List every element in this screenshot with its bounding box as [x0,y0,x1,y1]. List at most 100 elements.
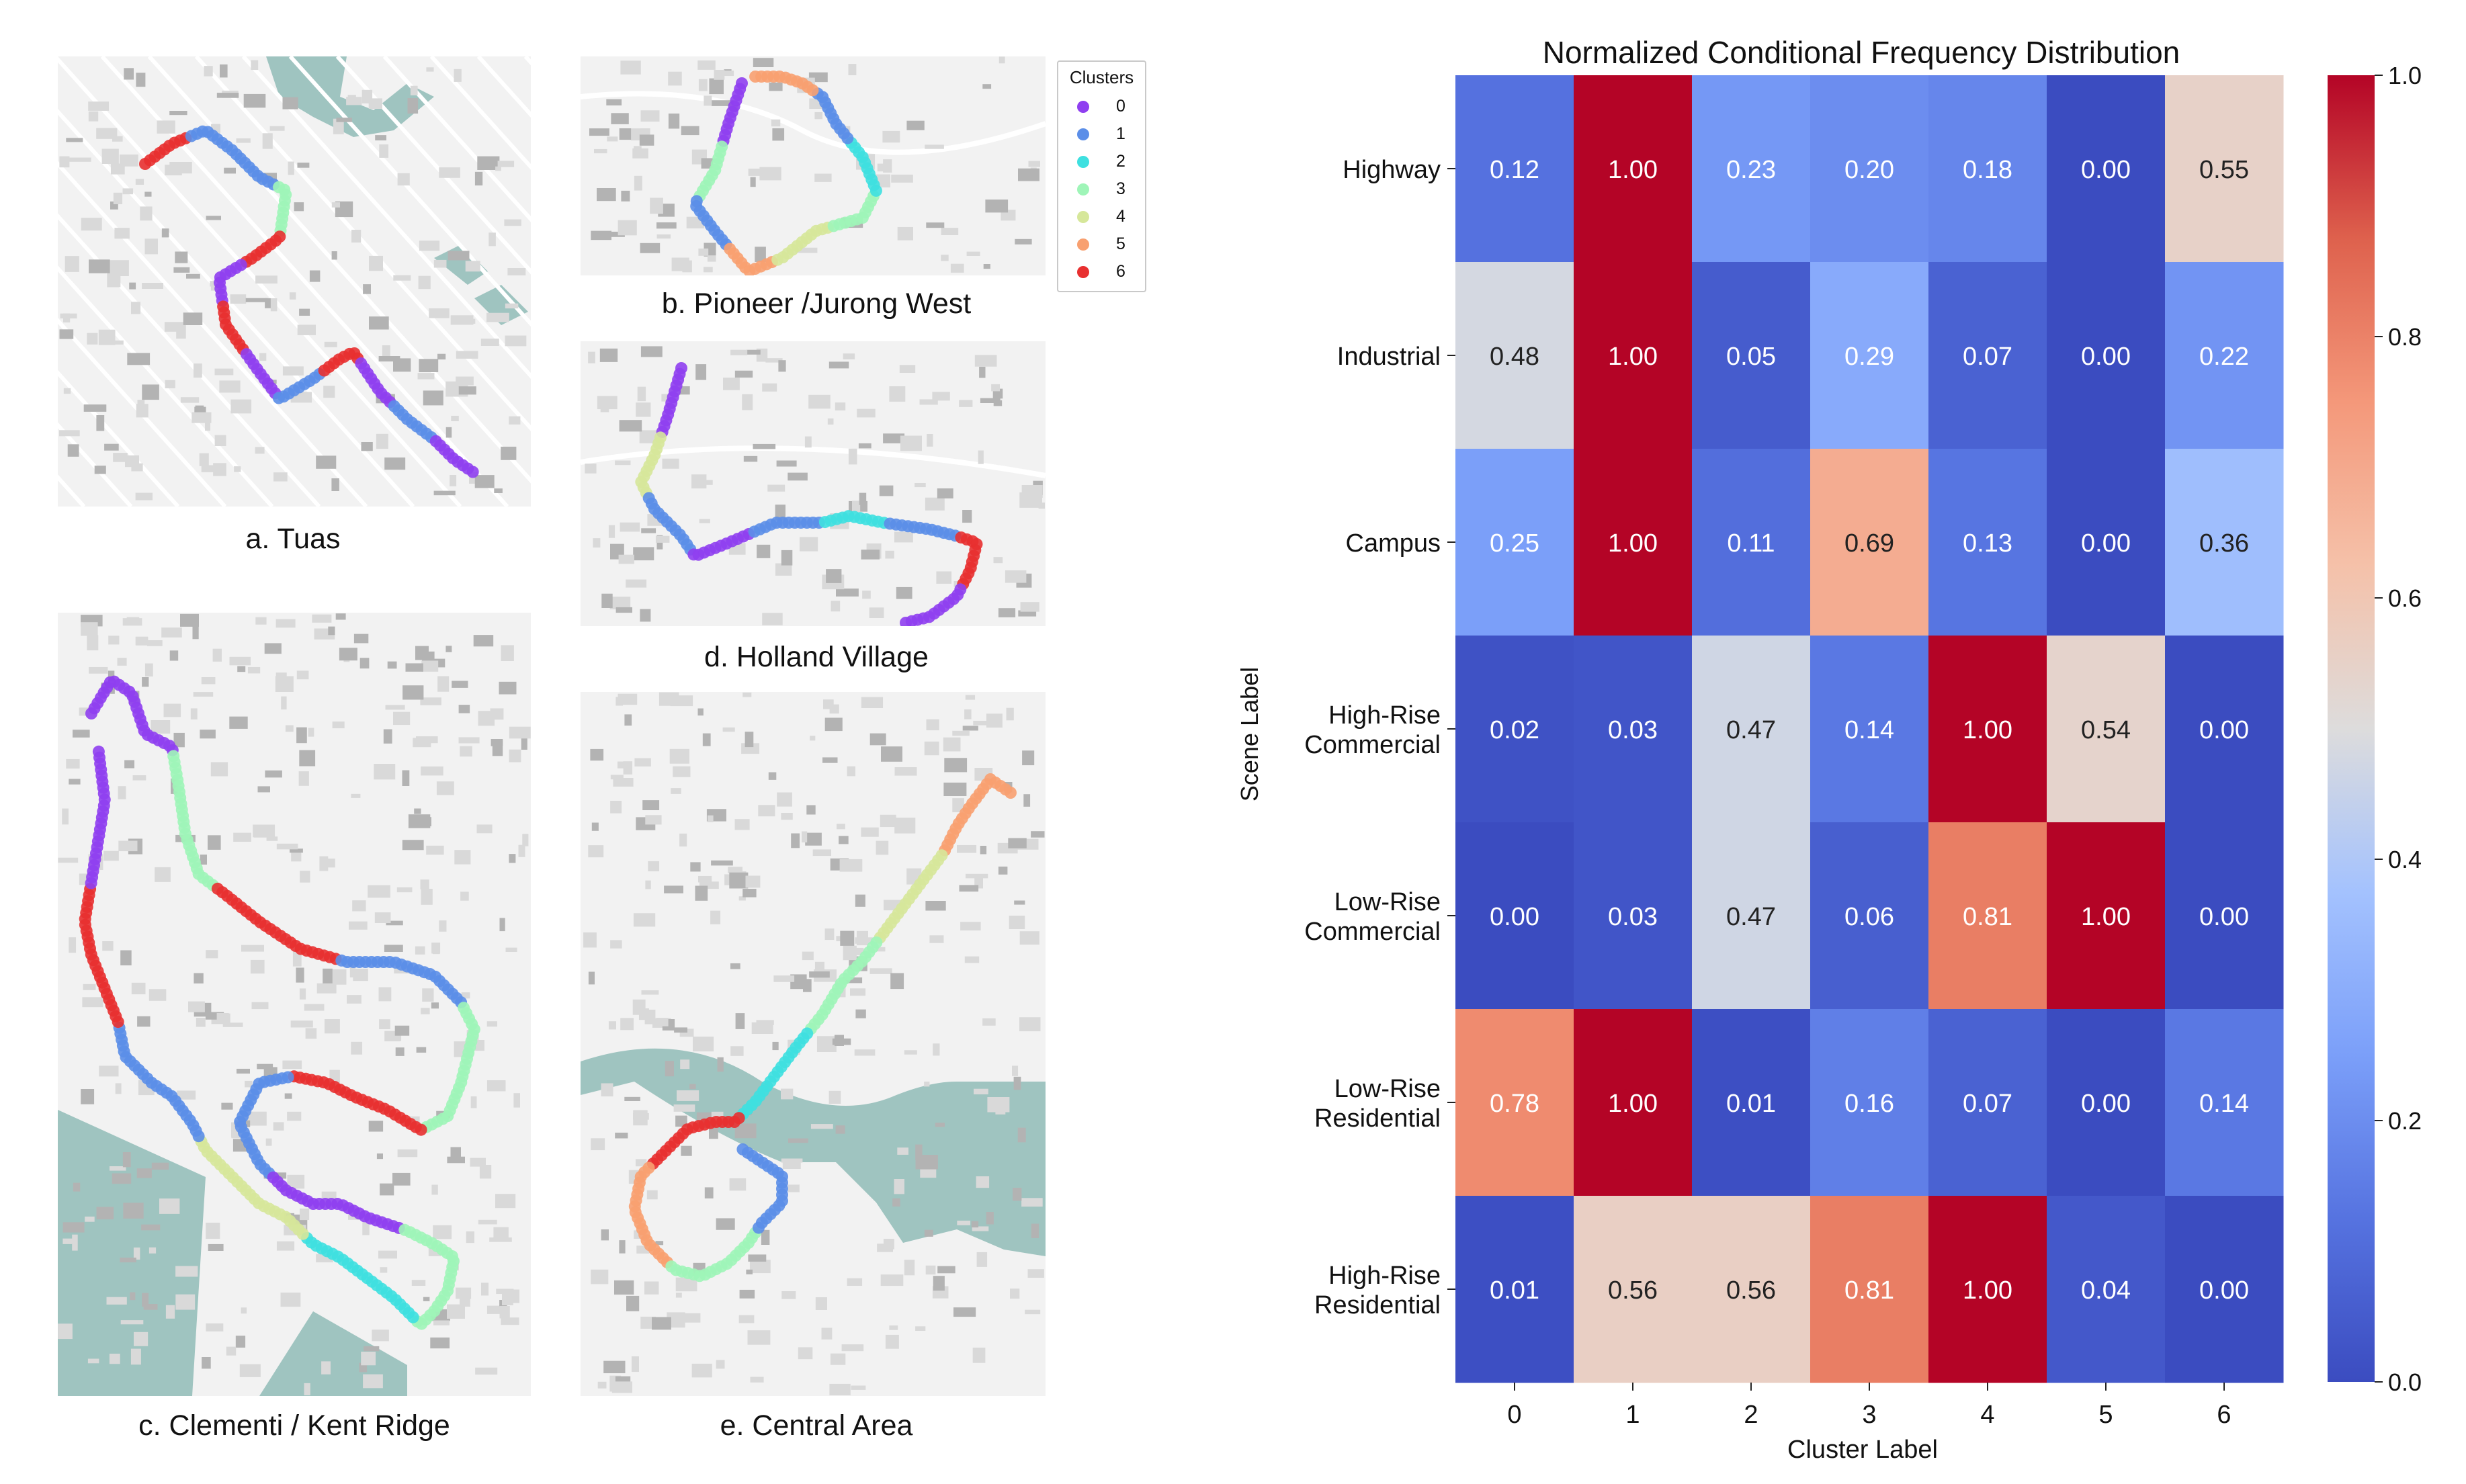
building [890,973,904,990]
building [312,614,332,623]
building [426,845,444,855]
building [507,268,526,275]
heatmap-cell-label: 0.04 [2081,1276,2131,1305]
building [255,447,265,454]
building [633,547,654,561]
building [137,400,145,404]
building [618,554,634,564]
building [646,1190,658,1200]
heatmap-cell-label: 0.00 [2199,1276,2249,1305]
map-tuas-canvas [58,56,531,507]
heatmap-cell-label: 0.47 [1726,716,1776,744]
building [186,273,200,279]
building [69,937,77,953]
building [858,443,871,449]
building [1019,931,1039,945]
building [815,1297,827,1310]
building [729,872,749,889]
building [445,646,452,652]
building [414,808,421,814]
building [966,251,980,256]
building [839,859,863,872]
building [458,705,470,713]
heatmap-cell-label: 0.48 [1490,343,1539,371]
building [216,1013,229,1022]
building [734,370,753,378]
building [59,156,70,168]
building [386,920,403,926]
building [115,1083,122,1094]
building [477,156,500,170]
building [980,846,987,855]
heatmap-cell [1692,75,1811,263]
building [597,188,616,202]
building [369,316,389,330]
building [734,1123,757,1139]
heatmap-cell-label: 0.00 [2081,529,2131,558]
building [419,241,440,251]
building [615,607,632,613]
building [610,775,624,780]
building [216,93,239,98]
building [728,867,742,873]
x-tick-label: 3 [1862,1401,1876,1429]
building [103,850,119,861]
building [843,945,857,961]
building [88,101,110,111]
heatmap-cell-label: 1.00 [1608,156,1658,184]
building [814,112,823,120]
route-point [466,466,479,478]
heatmap-cell [1810,822,1929,1010]
building [465,261,480,272]
heatmap-cell-label: 0.00 [2081,1090,2131,1118]
heatmap-cell [1455,262,1574,449]
building [636,402,651,417]
building [226,1346,237,1356]
building [114,228,130,239]
building [810,736,816,741]
building [194,973,204,984]
building [829,1383,851,1395]
building [781,813,793,820]
building [294,202,304,212]
y-tick-label: Residential [1314,1291,1441,1319]
building [640,346,663,357]
building [987,1097,1010,1112]
building [711,860,733,866]
building [289,292,296,300]
building [262,133,273,149]
building [349,963,356,977]
building [282,1060,302,1070]
legend-swatch-6 [1077,266,1089,278]
building [200,730,216,739]
building [1010,1289,1020,1299]
building [98,329,116,345]
building [206,1323,224,1332]
caption-holland: d. Holland Village [704,641,929,673]
building [753,443,776,449]
building [336,118,352,122]
building [118,786,126,799]
building [869,968,892,974]
building [81,622,98,636]
x-tick-label: 5 [2098,1401,2113,1429]
building [192,625,199,640]
building [973,720,988,726]
heatmap-cell-label: 0.02 [1490,716,1539,744]
y-tick-label: Low-Rise [1334,1075,1441,1103]
building [943,737,961,752]
building [772,128,785,141]
y-axis-label: Scene Label [1236,667,1263,801]
building [859,492,867,505]
building [591,1269,609,1284]
building [265,1138,272,1146]
building [87,333,98,345]
building [847,1278,863,1286]
building [309,270,321,282]
heatmap-cell-label: 0.13 [1963,529,2012,558]
heatmap-cell [1692,449,1811,636]
map-clementi-canvas [58,613,531,1396]
building [979,366,986,378]
building [62,1238,77,1244]
building [65,256,79,272]
